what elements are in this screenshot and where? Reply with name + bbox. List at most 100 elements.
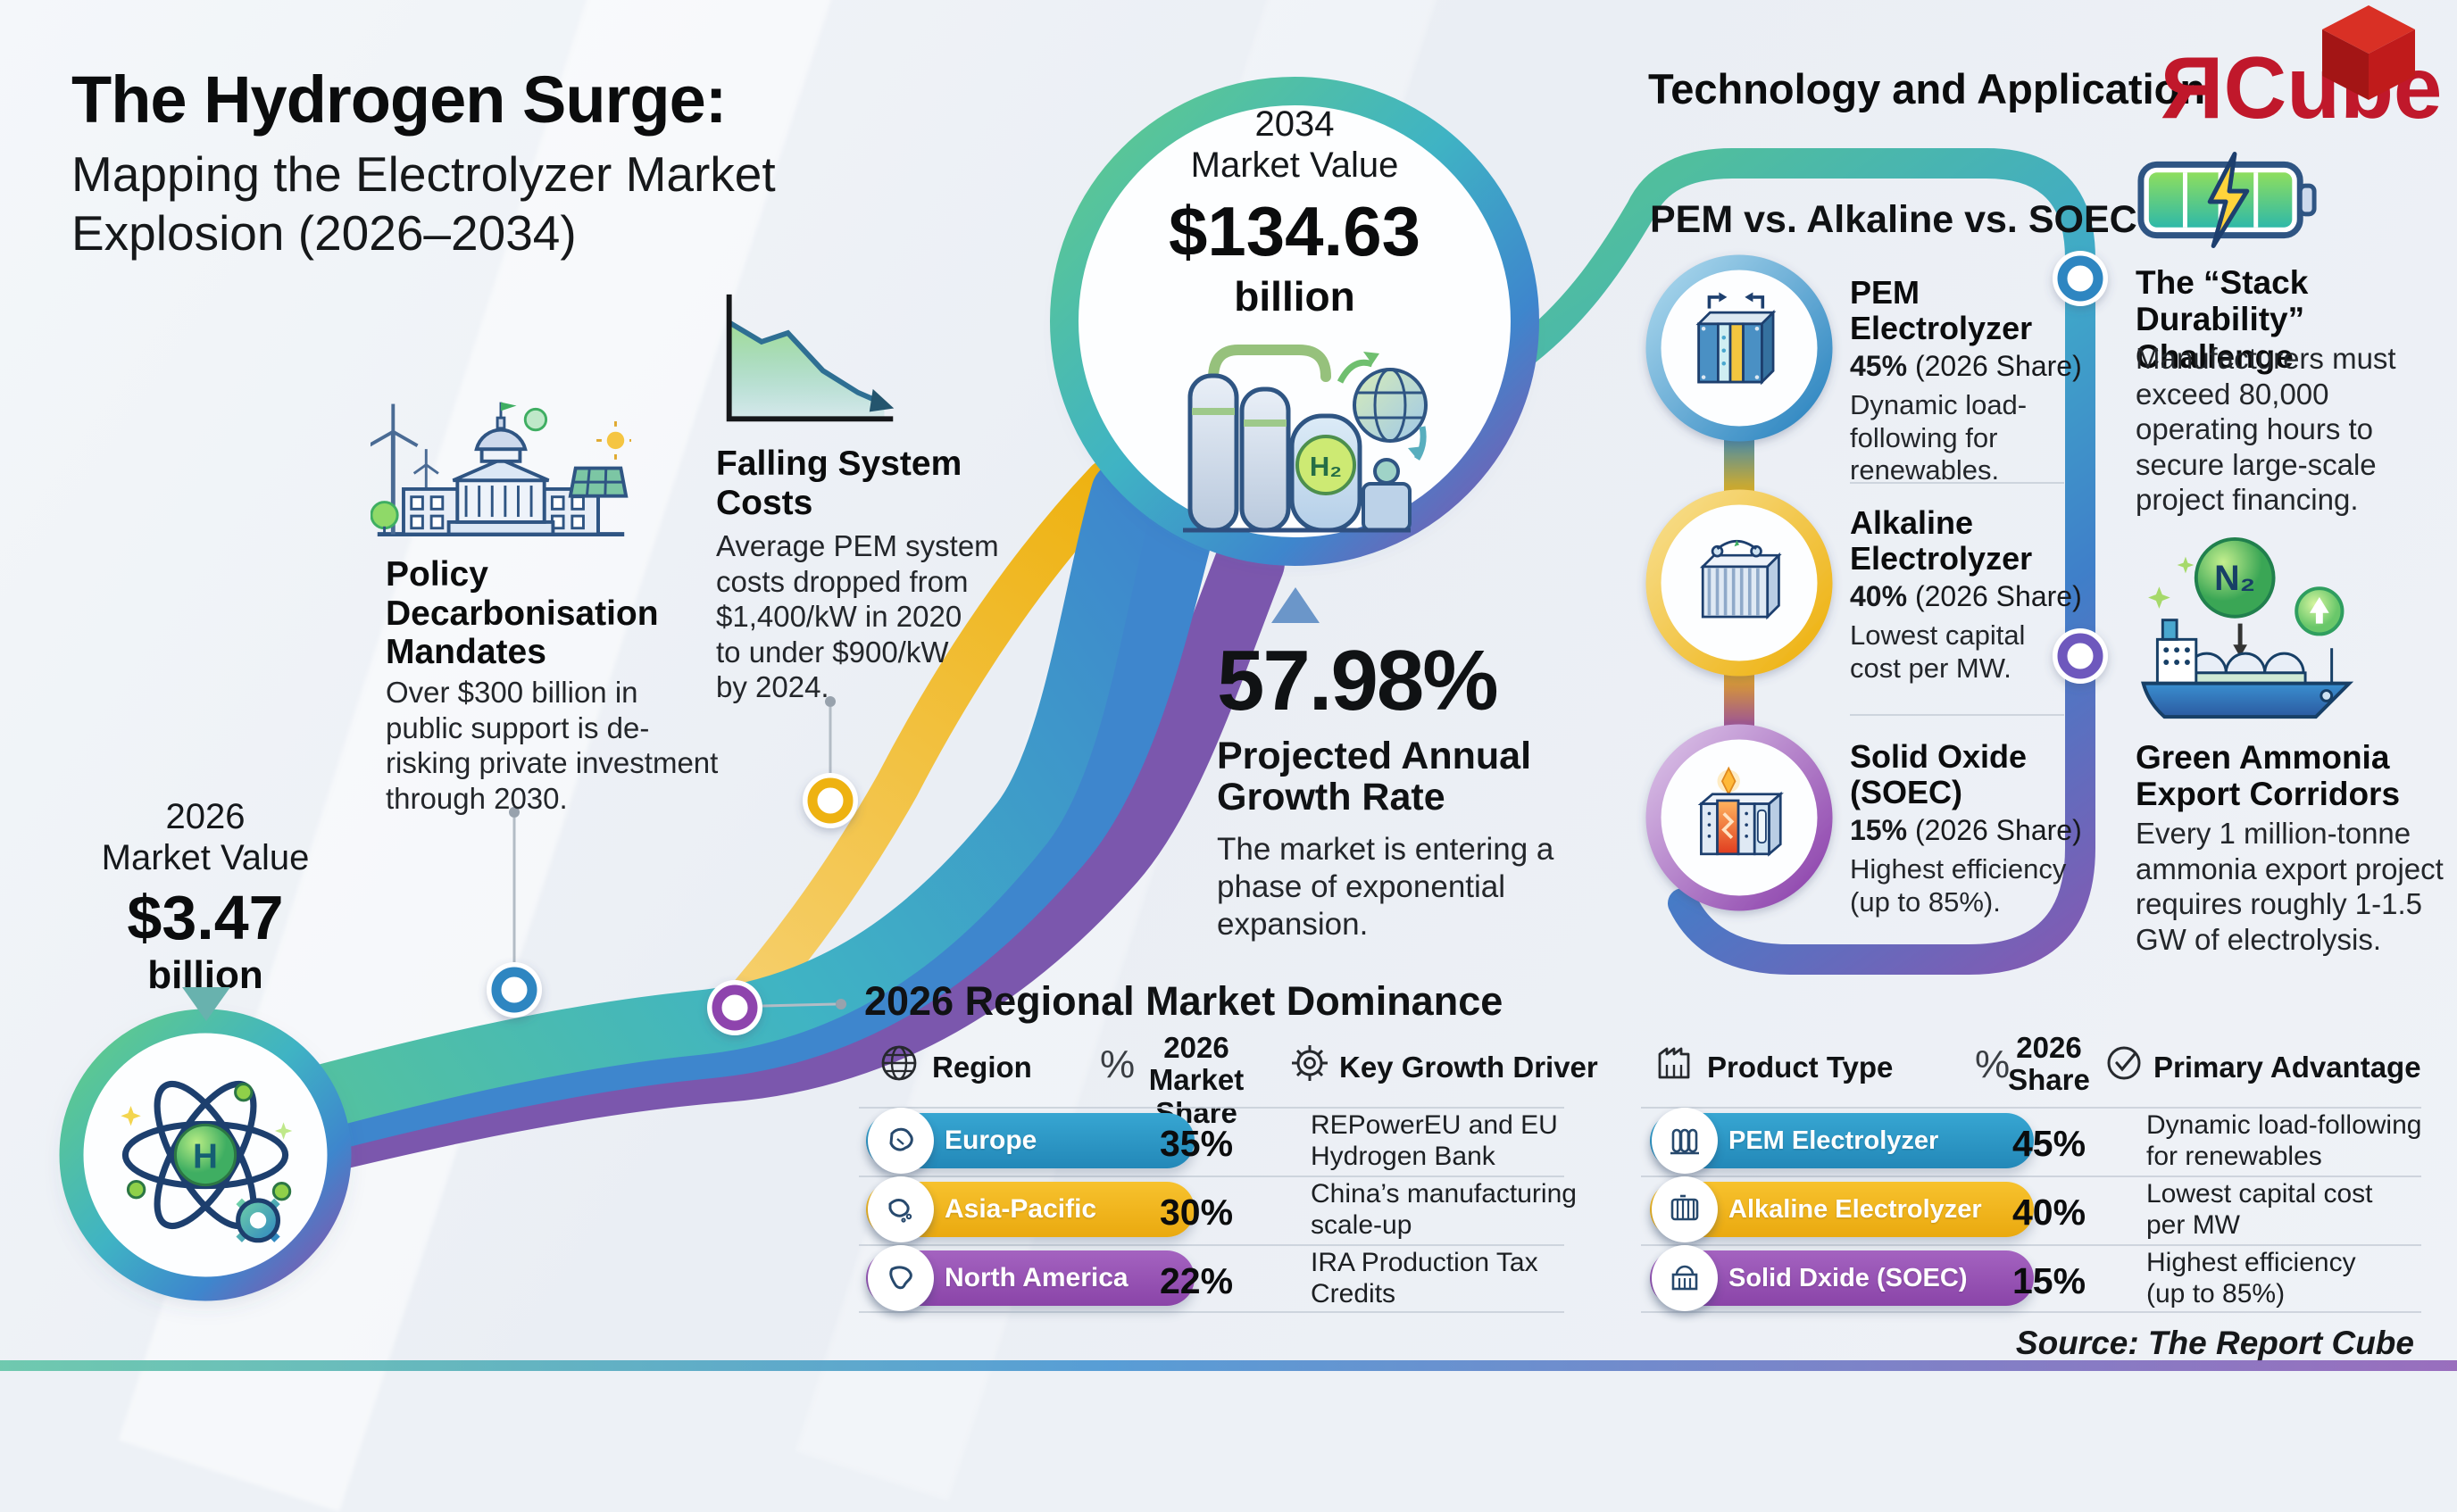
pem-stack-icon [1695, 292, 1777, 386]
policy-desc: Over $300 billion in public support is d… [386, 676, 719, 815]
gear-header-icon [1292, 1045, 1328, 1081]
cube-icon [2322, 5, 2415, 100]
market-2026: 2026 Market Value $3.47 billion [27, 796, 384, 998]
regional-node [707, 980, 762, 1035]
product-type-icon [1658, 1047, 1690, 1079]
growth-rate-label: Projected Annual Growth Rate [1217, 735, 1532, 819]
market-2026-year: 2026 [165, 797, 246, 836]
asia-pacific-driver: China’s manufacturing scale-up [1311, 1179, 1577, 1240]
pem-product-icon [1652, 1108, 1718, 1174]
svg-text:H₂: H₂ [1310, 451, 1342, 482]
durability-node [2053, 251, 2108, 306]
costs-desc: Average PEM system costs dropped from $1… [716, 529, 999, 704]
pem-product-share: 45% [2011, 1123, 2086, 1164]
tech-divider [1850, 482, 2064, 484]
falling-costs-chart-icon [726, 294, 895, 422]
infographic-canvas: The Hydrogen Surge: Mapping the Electrol… [0, 0, 2457, 1371]
soec-product-icon [1652, 1245, 1718, 1311]
footer-accent-bar [0, 1360, 2457, 1371]
north-america-map-icon [868, 1245, 934, 1311]
policy-title: Policy Decarbonisation Mandates [386, 555, 659, 672]
market-2034-value: $134.63 [1169, 192, 1420, 270]
region-row-europe: Europe [866, 1108, 1195, 1174]
europe-map-icon [868, 1108, 934, 1174]
alkaline-advantage: Lowest capital cost per MW [2146, 1179, 2373, 1240]
table-divider [1641, 1107, 2421, 1109]
growth-up-arrow-icon [1271, 587, 1320, 623]
globe-icon [881, 1045, 917, 1081]
col-product-type: Product Type [1707, 1051, 1894, 1084]
policy-connector-dot [509, 807, 520, 818]
growth-rate: 57.98% Projected Annual Growth Rate The … [1217, 632, 1553, 943]
percent-icon: % [1975, 1043, 2011, 1086]
market-2034-label: Market Value [1190, 145, 1399, 185]
market-2026-value: $3.47 [127, 883, 284, 952]
table-divider [859, 1244, 1564, 1246]
table-connector-line [762, 1002, 837, 1008]
durability-title: The “Stack Durability” Challenge [2136, 264, 2309, 375]
svg-text:H: H [193, 1137, 218, 1176]
soec-stack-icon [1697, 766, 1784, 857]
product-row-soec: Solid Dxide (SOEC) [1650, 1245, 2034, 1311]
costs-node [803, 773, 858, 828]
regional-table-title: 2026 Regional Market Dominance [864, 978, 1503, 1024]
table-divider [1641, 1244, 2421, 1246]
soec-name: Solid Oxide (SOEC) [1850, 738, 2028, 810]
tech-divider [1850, 714, 2064, 716]
soec-share: 15% (2026 Share) [1850, 814, 2082, 846]
market-2034: 2034 Market Value $134.63 billion [1116, 104, 1473, 320]
page-title: The Hydrogen Surge: [71, 62, 727, 137]
alkaline-share: 40% (2026 Share) [1850, 580, 2082, 612]
ammonia-desc: Every 1 million-tonne ammonia export pro… [2136, 817, 2444, 956]
pem-share: 45% (2026 Share) [1850, 350, 2082, 382]
col-product-share: 2026 Share [2008, 1031, 2090, 1097]
table-divider [1641, 1311, 2421, 1313]
hydrogen-plant-icon: H₂ [1183, 345, 1428, 533]
page-subtitle: Mapping the Electrolyzer Market Explosio… [71, 146, 776, 261]
percent-icon: % [1100, 1043, 1136, 1086]
table-connector-dot [836, 999, 846, 1009]
pem-name: PEM Electrolyzer [1850, 274, 2033, 346]
battery-icon [2137, 152, 2317, 248]
ammonia-node [2053, 628, 2108, 684]
costs-connector-dot [825, 696, 836, 707]
table-divider [859, 1107, 1564, 1109]
alkaline-name: Alkaline Electrolyzer [1850, 504, 2033, 577]
product-row-pem: PEM Electrolyzer [1650, 1108, 2034, 1174]
market-2034-year: 2034 [1254, 104, 1335, 144]
col-driver: Key Growth Driver [1339, 1051, 1598, 1084]
pem-desc: Dynamic load- following for renewables. [1850, 389, 2028, 486]
tech-section-title: Technology and Application [1648, 65, 2206, 112]
market-2026-label: Market Value [101, 838, 310, 877]
table-divider [1641, 1176, 2421, 1177]
col-region: Region [932, 1051, 1032, 1084]
region-row-asia-pacific: Asia-Pacific [866, 1176, 1195, 1242]
alkaline-desc: Lowest capital cost per MW. [1850, 619, 2026, 684]
policy-node [487, 962, 542, 1018]
alkaline-product-share: 40% [2011, 1192, 2086, 1233]
product-row-alkaline: Alkaline Electrolyzer [1650, 1176, 2034, 1242]
circle-2026-ring [59, 1009, 352, 1301]
gear-icon [230, 1192, 286, 1248]
asia-pacific-share: 30% [1159, 1192, 1234, 1233]
table-divider [859, 1176, 1564, 1177]
costs-title: Falling System Costs [716, 444, 962, 522]
check-circle-icon [2107, 1046, 2141, 1080]
col-advantage: Primary Advantage [2153, 1051, 2421, 1084]
soec-desc: Highest efficiency (up to 85%). [1850, 853, 2067, 918]
col-market-share: 2026 Market Share [1148, 1031, 1245, 1129]
ribbon-yellow [710, 460, 1129, 1040]
alkaline-stack-icon [1699, 539, 1782, 620]
circle-2034-ring [1050, 77, 1539, 566]
ammonia-title: Green Ammonia Export Corridors [2136, 739, 2401, 813]
table-divider [859, 1311, 1564, 1313]
tech-subtitle: PEM vs. Alkaline vs. SOEC [1650, 198, 2137, 241]
region-row-north-america: North America [866, 1245, 1195, 1311]
asia-pacific-map-icon [868, 1176, 934, 1242]
europe-share: 35% [1159, 1123, 1234, 1164]
ribbon-teal [180, 461, 1155, 1159]
market-2034-unit: billion [1234, 273, 1355, 320]
growth-rate-desc: The market is entering a phase of expone… [1217, 831, 1554, 942]
ammonia-ship-icon: N₂ [2141, 536, 2354, 719]
soec-product-share: 15% [2011, 1260, 2086, 1301]
